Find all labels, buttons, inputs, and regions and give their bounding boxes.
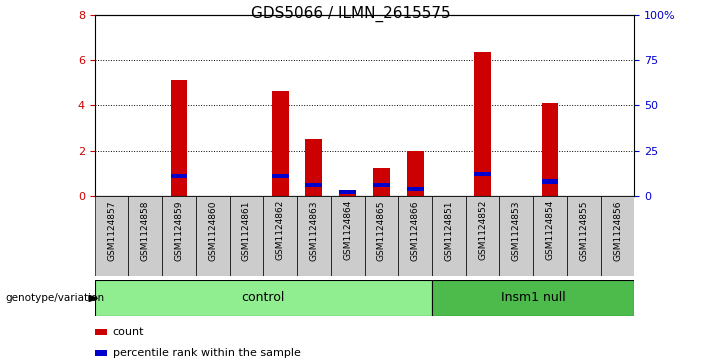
Bar <box>339 194 356 196</box>
Bar <box>95 196 128 276</box>
Bar <box>542 103 559 196</box>
Text: GSM1124853: GSM1124853 <box>512 200 521 261</box>
Text: GDS5066 / ILMN_2615575: GDS5066 / ILMN_2615575 <box>251 5 450 22</box>
Bar <box>465 196 499 276</box>
Text: percentile rank within the sample: percentile rank within the sample <box>113 348 301 358</box>
Bar <box>474 52 491 196</box>
Bar <box>365 196 398 276</box>
Bar <box>95 350 107 356</box>
Text: GSM1124855: GSM1124855 <box>579 200 588 261</box>
Bar <box>297 196 331 276</box>
Bar <box>601 196 634 276</box>
Bar <box>533 196 567 276</box>
Text: GSM1124851: GSM1124851 <box>444 200 454 261</box>
Text: GSM1124854: GSM1124854 <box>545 200 554 260</box>
Bar <box>373 168 390 196</box>
Text: GSM1124861: GSM1124861 <box>242 200 251 261</box>
Bar <box>264 196 297 276</box>
Bar <box>407 187 423 191</box>
Text: GSM1124858: GSM1124858 <box>141 200 150 261</box>
Bar <box>567 196 601 276</box>
Text: Insm1 null: Insm1 null <box>501 291 566 304</box>
Text: GSM1124863: GSM1124863 <box>309 200 318 261</box>
Bar <box>432 196 465 276</box>
Text: genotype/variation: genotype/variation <box>6 293 104 303</box>
Bar <box>432 280 634 316</box>
Text: count: count <box>113 327 144 337</box>
Polygon shape <box>89 295 97 301</box>
Text: GSM1124852: GSM1124852 <box>478 200 487 260</box>
Text: control: control <box>242 291 285 304</box>
Bar <box>162 196 196 276</box>
Bar <box>272 90 289 196</box>
Bar <box>499 196 533 276</box>
Bar <box>170 80 187 196</box>
Text: GSM1124864: GSM1124864 <box>343 200 352 260</box>
Bar <box>542 179 559 184</box>
Bar <box>128 196 162 276</box>
Text: GSM1124865: GSM1124865 <box>377 200 386 261</box>
Bar <box>306 183 322 187</box>
Text: GSM1124856: GSM1124856 <box>613 200 622 261</box>
Bar <box>196 196 230 276</box>
Text: GSM1124866: GSM1124866 <box>411 200 420 261</box>
Text: GSM1124857: GSM1124857 <box>107 200 116 261</box>
Bar <box>398 196 432 276</box>
Bar <box>339 190 356 195</box>
Bar <box>474 172 491 176</box>
Bar <box>230 196 264 276</box>
Bar <box>95 329 107 335</box>
Bar <box>306 139 322 196</box>
Bar <box>407 151 423 196</box>
Text: GSM1124860: GSM1124860 <box>208 200 217 261</box>
Text: GSM1124859: GSM1124859 <box>175 200 184 261</box>
Text: GSM1124862: GSM1124862 <box>275 200 285 260</box>
Bar <box>95 280 432 316</box>
Bar <box>170 174 187 178</box>
Bar <box>331 196 365 276</box>
Bar <box>272 174 289 178</box>
Bar <box>373 183 390 187</box>
